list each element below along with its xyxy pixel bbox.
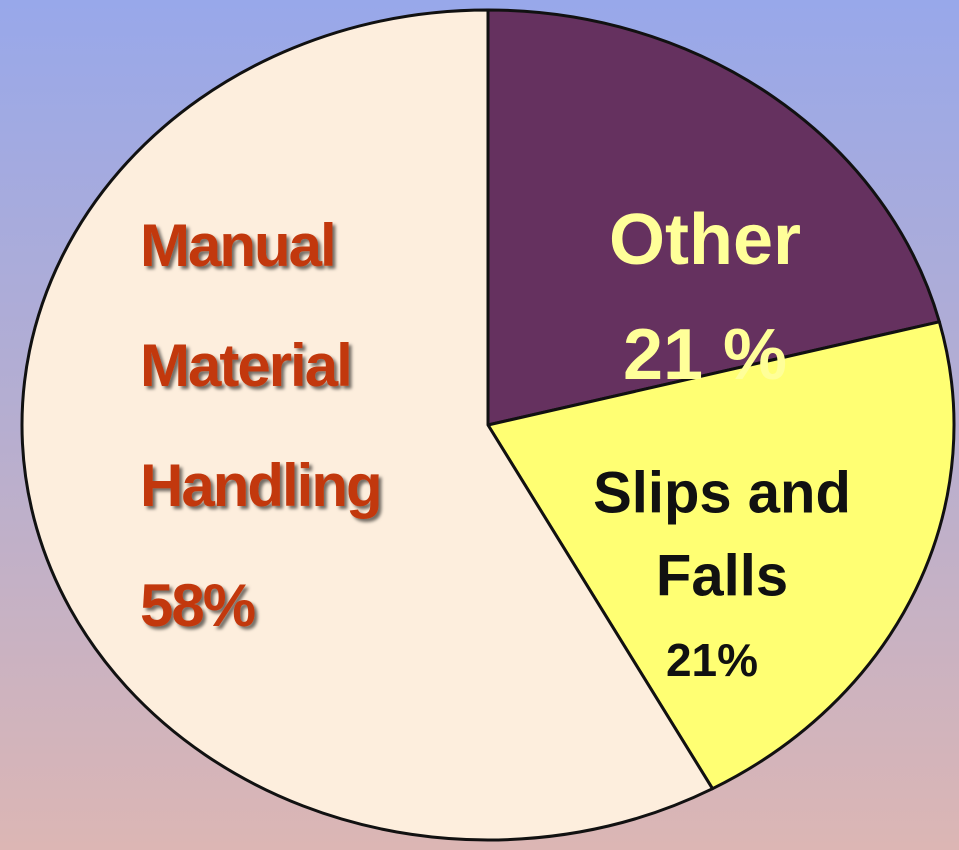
slice-label: Material — [140, 332, 351, 399]
page: Other 21 % Slips and Falls 21% Manual Material… — [0, 0, 959, 850]
slice-label: Slips and — [593, 460, 851, 525]
slice-label: Other — [609, 200, 801, 280]
slice-label: Handling — [140, 452, 381, 519]
value-label: 21% — [666, 634, 758, 686]
chart: Other 21 % Slips and Falls 21% Manual Material… — [0, 0, 959, 850]
slice-label: Falls — [656, 543, 788, 608]
value-label: 21 % — [623, 315, 787, 395]
slice-label: Manual — [140, 212, 335, 279]
value-label: 58% — [140, 572, 255, 639]
